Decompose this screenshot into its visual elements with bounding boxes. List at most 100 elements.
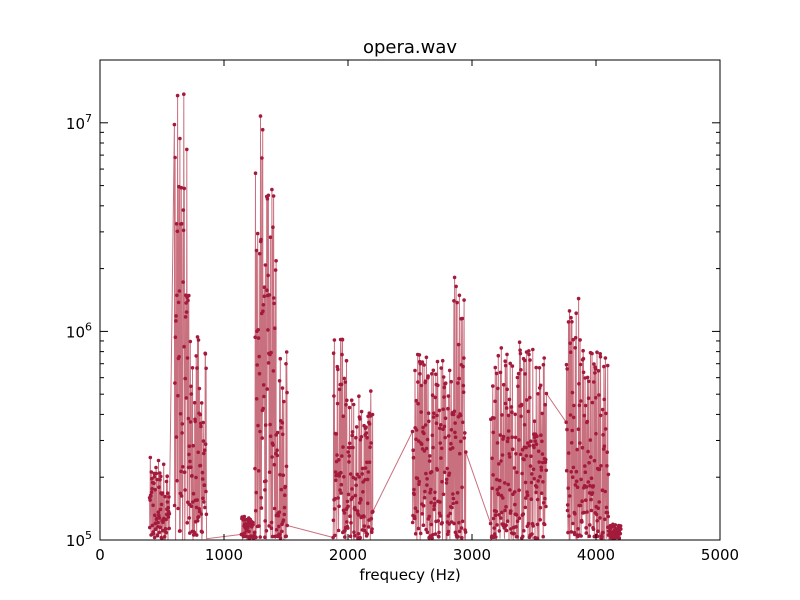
spectrum-point <box>571 521 575 526</box>
spectrum-point <box>460 485 464 490</box>
spectrum-point <box>505 519 510 523</box>
spectrum-point <box>576 427 581 432</box>
spectrum-point <box>510 410 514 415</box>
spectrum-point <box>187 293 191 298</box>
spectrum-point <box>285 523 290 528</box>
spectrum-point <box>166 505 170 510</box>
spectrum-point <box>254 490 258 495</box>
spectrum-point <box>167 511 172 516</box>
spectrum-point <box>507 452 512 456</box>
spectrum-point <box>492 416 496 420</box>
x-tick-label-3: 3000 <box>453 546 491 564</box>
spectrum-point <box>367 460 372 465</box>
x-axis: 0 1000 2000 3000 4000 5000 <box>95 60 739 564</box>
spectrum-point <box>267 524 271 528</box>
spectrum-point <box>333 533 337 538</box>
spectrum-point <box>568 413 573 417</box>
spectrum-point <box>173 381 177 385</box>
spectrum-point <box>356 532 361 536</box>
spectrum-point <box>452 409 457 414</box>
spectrum-point <box>592 458 597 463</box>
spectrum-point <box>342 475 346 479</box>
spectrum-point <box>159 502 164 507</box>
spectrum-point <box>515 375 520 380</box>
spectrum-point <box>567 514 571 518</box>
spectrum-point <box>254 248 259 253</box>
spectrum-point <box>580 520 584 524</box>
spectrum-point <box>569 470 573 474</box>
spectrum-point <box>566 486 570 491</box>
spectrum-point <box>419 383 424 388</box>
spectrum-point <box>194 505 199 510</box>
spectrum-point <box>284 362 288 366</box>
spectrum-point <box>355 472 360 477</box>
spectrum-point <box>589 476 594 481</box>
spectrum-point <box>191 500 195 504</box>
spectrum-point <box>498 478 502 483</box>
spectrum-point <box>512 531 516 536</box>
spectrum-point <box>151 531 156 535</box>
spectrum-point <box>284 350 289 354</box>
spectrum-point <box>201 420 205 425</box>
spectrum-series <box>147 92 623 542</box>
spectrum-point <box>189 465 193 470</box>
spectrum-point <box>148 525 152 530</box>
spectrum-point <box>445 532 450 537</box>
spectrum-point <box>155 477 159 482</box>
spectrum-point <box>358 438 363 442</box>
spectrum-point <box>348 445 353 450</box>
spectrum-point <box>154 465 158 470</box>
spectrum-point <box>583 403 588 408</box>
spectrum-point <box>332 507 337 511</box>
spectrum-point <box>174 222 179 226</box>
spectrum-point <box>430 433 435 438</box>
x-tick-label-0: 0 <box>95 546 105 564</box>
spectrum-point <box>543 496 547 501</box>
x-axis-label: frequecy (Hz) <box>359 566 460 584</box>
spectrum-point <box>165 474 169 479</box>
spectrum-point <box>499 346 504 350</box>
spectrum-point <box>433 501 437 506</box>
spectrum-point <box>423 423 428 427</box>
spectrum-point <box>531 467 536 472</box>
spectrum-point <box>601 447 606 451</box>
spectrum-point <box>505 439 510 444</box>
spectrum-point <box>530 472 534 476</box>
spectrum-point <box>181 465 185 469</box>
spectrum-point <box>450 505 454 510</box>
y-tick-label-1: 106 <box>66 320 92 341</box>
spectrum-point <box>262 285 267 290</box>
spectrum-point <box>284 534 289 538</box>
x-tick-label-2: 2000 <box>329 546 367 564</box>
spectrum-point <box>174 314 178 318</box>
spectrum-point <box>578 338 582 342</box>
spectrum-point <box>177 289 182 293</box>
spectrum-point <box>603 427 608 431</box>
spectrum-point <box>254 535 258 540</box>
spectrum-point <box>529 454 533 459</box>
spectrum-point <box>431 415 436 419</box>
spectrum-point <box>524 445 528 450</box>
x-tick-label-4: 4000 <box>577 546 615 564</box>
spectrum-point <box>416 526 421 531</box>
spectrum-point <box>266 193 271 198</box>
spectrum-point <box>528 464 533 468</box>
spectrum-point <box>283 484 288 489</box>
spectrum-point <box>331 351 336 356</box>
spectrum-point <box>532 476 536 481</box>
spectrum-point <box>163 527 168 531</box>
spectrum-point <box>183 488 187 492</box>
spectrum-point <box>540 411 544 416</box>
spectrum-point <box>172 503 177 508</box>
spectrum-point <box>166 515 171 519</box>
spectrum-point <box>283 493 287 498</box>
spectrum-point <box>425 437 430 442</box>
spectrum-point <box>267 470 272 475</box>
spectrum-point <box>463 530 468 534</box>
spectrum-point <box>358 535 363 540</box>
spectrum-point <box>257 251 262 256</box>
spectrum-point <box>454 500 459 505</box>
spectrum-point <box>196 515 201 519</box>
spectrum-point <box>350 433 355 438</box>
spectrum-point <box>424 446 429 451</box>
